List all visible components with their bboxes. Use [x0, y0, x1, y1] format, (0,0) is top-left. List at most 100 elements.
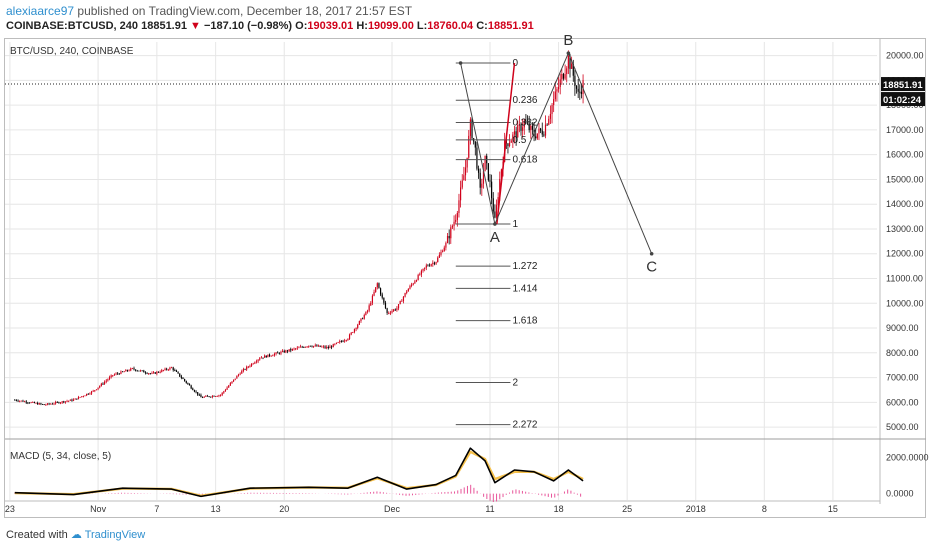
candle-body: [396, 308, 398, 310]
candle-body: [97, 387, 99, 390]
candle-body: [108, 377, 111, 380]
date-tick-label: 20: [279, 504, 289, 514]
candle-body: [37, 402, 39, 405]
chart-title: BTC/USD, 240, COINBASE: [10, 46, 134, 57]
candle-body: [378, 283, 380, 289]
candle-body: [45, 404, 47, 406]
candle-body: [311, 346, 313, 348]
candle-body: [241, 370, 243, 374]
tradingview-logo-icon: ☁: [70, 529, 82, 541]
candle-body: [329, 346, 331, 349]
candle-body: [180, 376, 182, 378]
candle-body: [362, 318, 364, 320]
candle-body: [282, 350, 284, 352]
candle-body: [234, 378, 236, 380]
candle-body: [76, 398, 78, 400]
candle-body: [268, 354, 271, 356]
candle-body: [368, 305, 370, 311]
candle-body: [206, 395, 209, 397]
candle-body: [105, 380, 107, 382]
candle-body: [19, 400, 21, 402]
candle-body: [430, 264, 432, 266]
candle-body: [571, 63, 573, 69]
fib-trendline: [496, 62, 516, 225]
candle-body: [203, 396, 205, 398]
candle-body: [517, 125, 519, 138]
candle-body: [402, 296, 405, 302]
last-price-tag-text: 18851.91: [883, 80, 923, 91]
candle-body: [476, 147, 478, 169]
price-change: −187.10 (−0.98%): [204, 20, 293, 32]
candle-body: [425, 265, 427, 268]
candle-body: [296, 347, 298, 349]
candle-body: [288, 349, 290, 352]
candle-body: [167, 369, 169, 371]
candle-body: [352, 332, 354, 333]
candle-body: [229, 383, 231, 386]
candle-body: [48, 403, 50, 405]
chart-frame[interactable]: [4, 38, 926, 518]
candle-body: [495, 205, 498, 218]
candle-body: [556, 89, 558, 92]
candle-body: [82, 396, 84, 397]
price-tick-label: 6000.00: [886, 397, 919, 407]
candle-body: [95, 389, 98, 391]
candle-body: [213, 395, 215, 397]
candle-body: [254, 362, 256, 364]
candle-body: [432, 262, 434, 265]
candle-body: [275, 352, 277, 354]
candle-body: [484, 155, 486, 172]
candle-body: [59, 402, 62, 404]
candle-body: [438, 254, 440, 258]
candle-body: [561, 73, 563, 80]
candle-body: [255, 361, 258, 363]
candle-body: [375, 287, 377, 292]
candle-body: [152, 372, 155, 374]
candle-body: [474, 141, 476, 148]
candle-body: [347, 338, 349, 341]
candle-body: [381, 294, 383, 298]
candle-body: [326, 347, 328, 348]
candle-body: [195, 391, 197, 393]
candle-body: [448, 235, 450, 239]
candle-body: [437, 257, 439, 263]
candle-body: [458, 200, 460, 213]
candle-body: [138, 370, 140, 372]
candle-body: [192, 388, 194, 391]
candle-body: [262, 357, 264, 359]
candle-body: [182, 377, 184, 379]
price-tick-label: 10000.00: [886, 298, 924, 308]
candle-body: [102, 383, 104, 385]
candle-body: [562, 73, 565, 79]
date-tick-label: 25: [622, 504, 632, 514]
tradingview-link[interactable]: TradingView: [84, 529, 146, 541]
candle-body: [46, 403, 49, 405]
candle-body: [94, 390, 96, 391]
candle-body: [71, 399, 73, 401]
low-value: 18760.04: [427, 20, 474, 32]
fib-level-label: 1: [512, 219, 518, 230]
wave-label-a: A: [490, 229, 500, 246]
wave-label-b: B: [563, 32, 573, 49]
candle-body: [401, 301, 403, 302]
candle-body: [89, 393, 91, 395]
candle-body: [481, 183, 483, 188]
candle-body: [107, 379, 109, 381]
candle-body: [14, 399, 16, 401]
candle-body: [249, 365, 251, 367]
candle-body: [330, 346, 333, 348]
candle-body: [237, 374, 240, 376]
candle-body: [536, 133, 538, 139]
candle-body: [293, 348, 295, 350]
candle-body: [482, 171, 485, 184]
candle-body: [535, 136, 537, 139]
author-link[interactable]: alexiaarce97: [6, 4, 75, 18]
fib-level-label: 1.618: [512, 316, 537, 327]
candle-body: [33, 402, 35, 404]
candle-body: [166, 368, 168, 370]
candle-body: [317, 345, 320, 347]
price-tick-label: 13000.00: [886, 224, 924, 234]
candle-body: [170, 367, 173, 369]
candle-body: [115, 373, 117, 375]
